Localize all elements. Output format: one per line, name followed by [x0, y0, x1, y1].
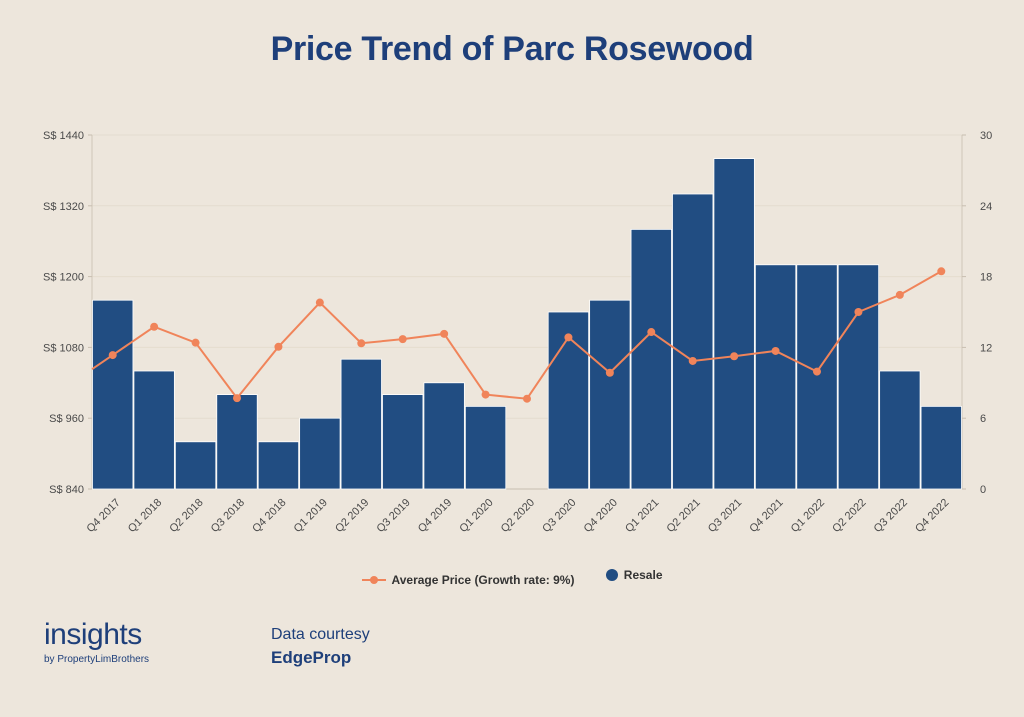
y-left-tick-label: S$ 1200 [43, 272, 84, 284]
bar-resale [299, 417, 341, 490]
line-point-average-price [150, 322, 159, 331]
bar-resale [464, 405, 507, 490]
y-right-tick-label: 24 [980, 201, 992, 213]
line-point-average-price [895, 290, 904, 299]
line-point-average-price [108, 351, 117, 360]
legend-item-average-price[interactable]: Average Price (Growth rate: 9%) [361, 573, 575, 587]
bar-resale [174, 441, 217, 490]
x-tick-label: Q3 2022 [872, 497, 910, 535]
courtesy-label: Data courtesy [271, 626, 370, 643]
bar-resale [920, 405, 962, 490]
chart-legend: Average Price (Growth rate: 9%) Resale [0, 568, 1024, 587]
line-point-average-price [564, 333, 573, 342]
line-point-average-price [481, 390, 490, 399]
y-left-tick-label: S$ 1440 [43, 130, 84, 142]
x-tick-label: Q4 2018 [250, 497, 288, 535]
bar-resale [589, 299, 631, 490]
line-point-average-price [605, 368, 614, 377]
x-tick-label: Q3 2018 [209, 497, 247, 535]
legend-line-label: Average Price (Growth rate: 9%) [391, 573, 575, 587]
line-average-price [91, 270, 942, 400]
line-point-average-price [274, 342, 283, 351]
y-right-tick-label: 0 [980, 484, 986, 496]
x-tick-label: Q3 2021 [706, 497, 744, 535]
y-right-tick-label: 6 [980, 413, 986, 425]
line-point-average-price [315, 298, 324, 307]
y-right-tick-label: 30 [980, 130, 992, 142]
courtesy-source: EdgeProp [271, 648, 352, 667]
line-point-average-price [813, 367, 821, 376]
x-tick-label: Q2 2021 [665, 497, 703, 535]
x-tick-label: Q4 2017 [85, 497, 123, 535]
x-tick-label: Q4 2021 [747, 497, 785, 535]
line-point-average-price [647, 328, 656, 337]
x-tick-label: Q3 2020 [540, 497, 578, 535]
bar-resale [713, 158, 755, 490]
bar-resale [547, 311, 590, 490]
legend-bar-label: Resale [623, 568, 663, 582]
x-tick-label: Q2 2022 [830, 497, 868, 535]
bar-resale [754, 264, 797, 490]
chart-title: Price Trend of Parc Rosewood [270, 30, 754, 68]
x-tick-label: Q1 2019 [292, 497, 330, 535]
line-point-average-price [440, 329, 449, 338]
bar-resale [423, 382, 465, 490]
data-courtesy: Data courtesy EdgeProp [271, 626, 370, 668]
x-tick-label: Q2 2018 [167, 497, 205, 535]
bar-resale [879, 370, 921, 490]
line-point-average-price [854, 308, 863, 316]
line-point-average-price [191, 338, 200, 347]
y-left-tick-label: S$ 1320 [43, 201, 84, 213]
x-tick-label: Q4 2022 [913, 497, 951, 535]
x-tick-label: Q4 2020 [582, 497, 620, 535]
line-point-average-price [688, 356, 697, 365]
x-tick-label: Q3 2019 [375, 497, 413, 535]
bar-resale [382, 394, 424, 490]
bar-resale [133, 370, 175, 490]
bar-resale [216, 394, 258, 490]
x-tick-label: Q2 2020 [499, 497, 537, 535]
y-right-tick-label: 18 [980, 272, 992, 284]
line-point-average-price [937, 267, 946, 276]
legend-line-marker [361, 576, 386, 584]
x-tick-label: Q1 2020 [457, 497, 495, 535]
bar-resale [340, 358, 382, 490]
line-point-average-price [233, 394, 241, 403]
bar-resale [837, 264, 880, 490]
brand-subtitle: by PropertyLimBrothers [44, 654, 150, 665]
line-point-average-price [771, 346, 780, 355]
bar-resale [672, 193, 714, 490]
bar-resale [630, 228, 672, 490]
legend-bar-marker [605, 569, 618, 581]
x-tick-label: Q1 2021 [623, 497, 661, 535]
brand-name: insights [44, 618, 142, 651]
bar-resale [257, 441, 300, 490]
y-right-tick-label: 12 [980, 342, 992, 354]
line-point-average-price [523, 394, 531, 403]
line-point-average-price [357, 339, 366, 348]
x-tick-label: Q1 2018 [126, 497, 164, 535]
line-point-average-price [398, 335, 407, 344]
x-tick-label: Q1 2022 [789, 497, 827, 535]
y-left-tick-label: S$ 1080 [43, 342, 84, 354]
x-tick-label: Q4 2019 [416, 497, 454, 535]
y-left-tick-label: S$ 960 [49, 413, 84, 425]
x-tick-label: Q2 2019 [333, 497, 371, 535]
bar-resale [92, 299, 134, 490]
bar-resale [796, 264, 838, 490]
line-point-average-price [730, 352, 739, 361]
y-left-tick-label: S$ 840 [49, 484, 84, 496]
brand-logo: insights by PropertyLimBrothers [44, 618, 149, 665]
legend-item-resale[interactable]: Resale [605, 568, 663, 582]
